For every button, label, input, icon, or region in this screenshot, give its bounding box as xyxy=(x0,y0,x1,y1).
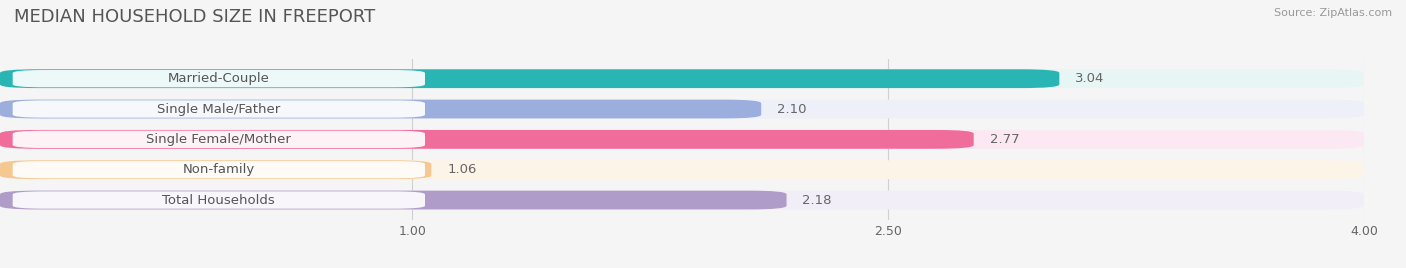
Text: 3.04: 3.04 xyxy=(1076,72,1105,85)
Text: Total Households: Total Households xyxy=(163,193,276,207)
Text: Married-Couple: Married-Couple xyxy=(167,72,270,85)
FancyBboxPatch shape xyxy=(0,100,1364,118)
Text: 2.10: 2.10 xyxy=(778,103,807,116)
FancyBboxPatch shape xyxy=(13,131,425,148)
FancyBboxPatch shape xyxy=(13,70,425,87)
Text: MEDIAN HOUSEHOLD SIZE IN FREEPORT: MEDIAN HOUSEHOLD SIZE IN FREEPORT xyxy=(14,8,375,26)
FancyBboxPatch shape xyxy=(0,130,974,149)
Text: 1.06: 1.06 xyxy=(447,163,477,176)
FancyBboxPatch shape xyxy=(0,69,1059,88)
FancyBboxPatch shape xyxy=(0,191,1364,210)
Text: Single Female/Mother: Single Female/Mother xyxy=(146,133,291,146)
FancyBboxPatch shape xyxy=(13,100,425,118)
FancyBboxPatch shape xyxy=(13,161,425,178)
FancyBboxPatch shape xyxy=(0,100,761,118)
Text: Non-family: Non-family xyxy=(183,163,254,176)
FancyBboxPatch shape xyxy=(0,130,1364,149)
Text: 2.77: 2.77 xyxy=(990,133,1019,146)
Text: Single Male/Father: Single Male/Father xyxy=(157,103,280,116)
Text: Source: ZipAtlas.com: Source: ZipAtlas.com xyxy=(1274,8,1392,18)
FancyBboxPatch shape xyxy=(13,191,425,209)
FancyBboxPatch shape xyxy=(0,191,786,210)
Text: 2.18: 2.18 xyxy=(803,193,832,207)
FancyBboxPatch shape xyxy=(0,160,432,179)
FancyBboxPatch shape xyxy=(0,69,1364,88)
FancyBboxPatch shape xyxy=(0,160,1364,179)
